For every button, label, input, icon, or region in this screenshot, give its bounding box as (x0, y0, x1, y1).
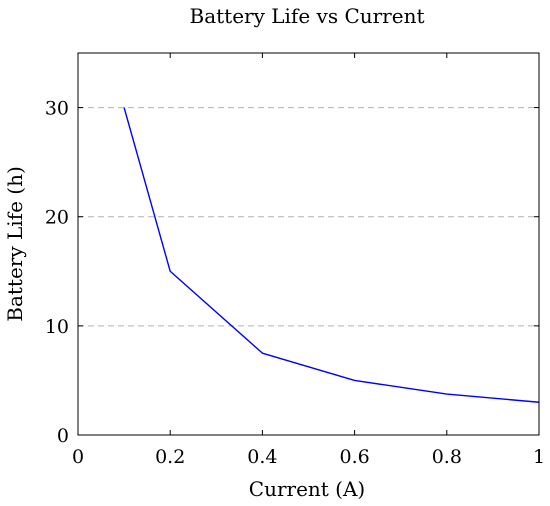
x-tick-label: 0.6 (339, 446, 369, 468)
y-tick-label: 30 (45, 98, 69, 120)
y-axis-ticks: 0 10 20 30 (45, 98, 539, 447)
x-tick-label: 0 (72, 446, 84, 468)
series-layer (123, 107, 540, 403)
y-tick-label: 10 (45, 316, 69, 338)
series-line-0 (123, 107, 540, 403)
x-axis-label: Current (A) (249, 477, 365, 501)
x-tick-label: 1 (533, 446, 545, 468)
grid-lines (78, 107, 539, 327)
x-axis-ticks: 0 0.2 0.4 0.6 0.8 1 (72, 53, 545, 468)
x-tick-label: 0.4 (247, 446, 277, 468)
plot-frame (77, 52, 540, 436)
y-axis-label: Battery Life (h) (3, 166, 27, 322)
x-tick-label: 0.2 (155, 446, 185, 468)
chart-title: Battery Life vs Current (190, 4, 425, 28)
x-tick-label: 0.8 (432, 446, 462, 468)
y-tick-label: 20 (45, 207, 69, 229)
y-tick-label: 0 (57, 425, 69, 447)
